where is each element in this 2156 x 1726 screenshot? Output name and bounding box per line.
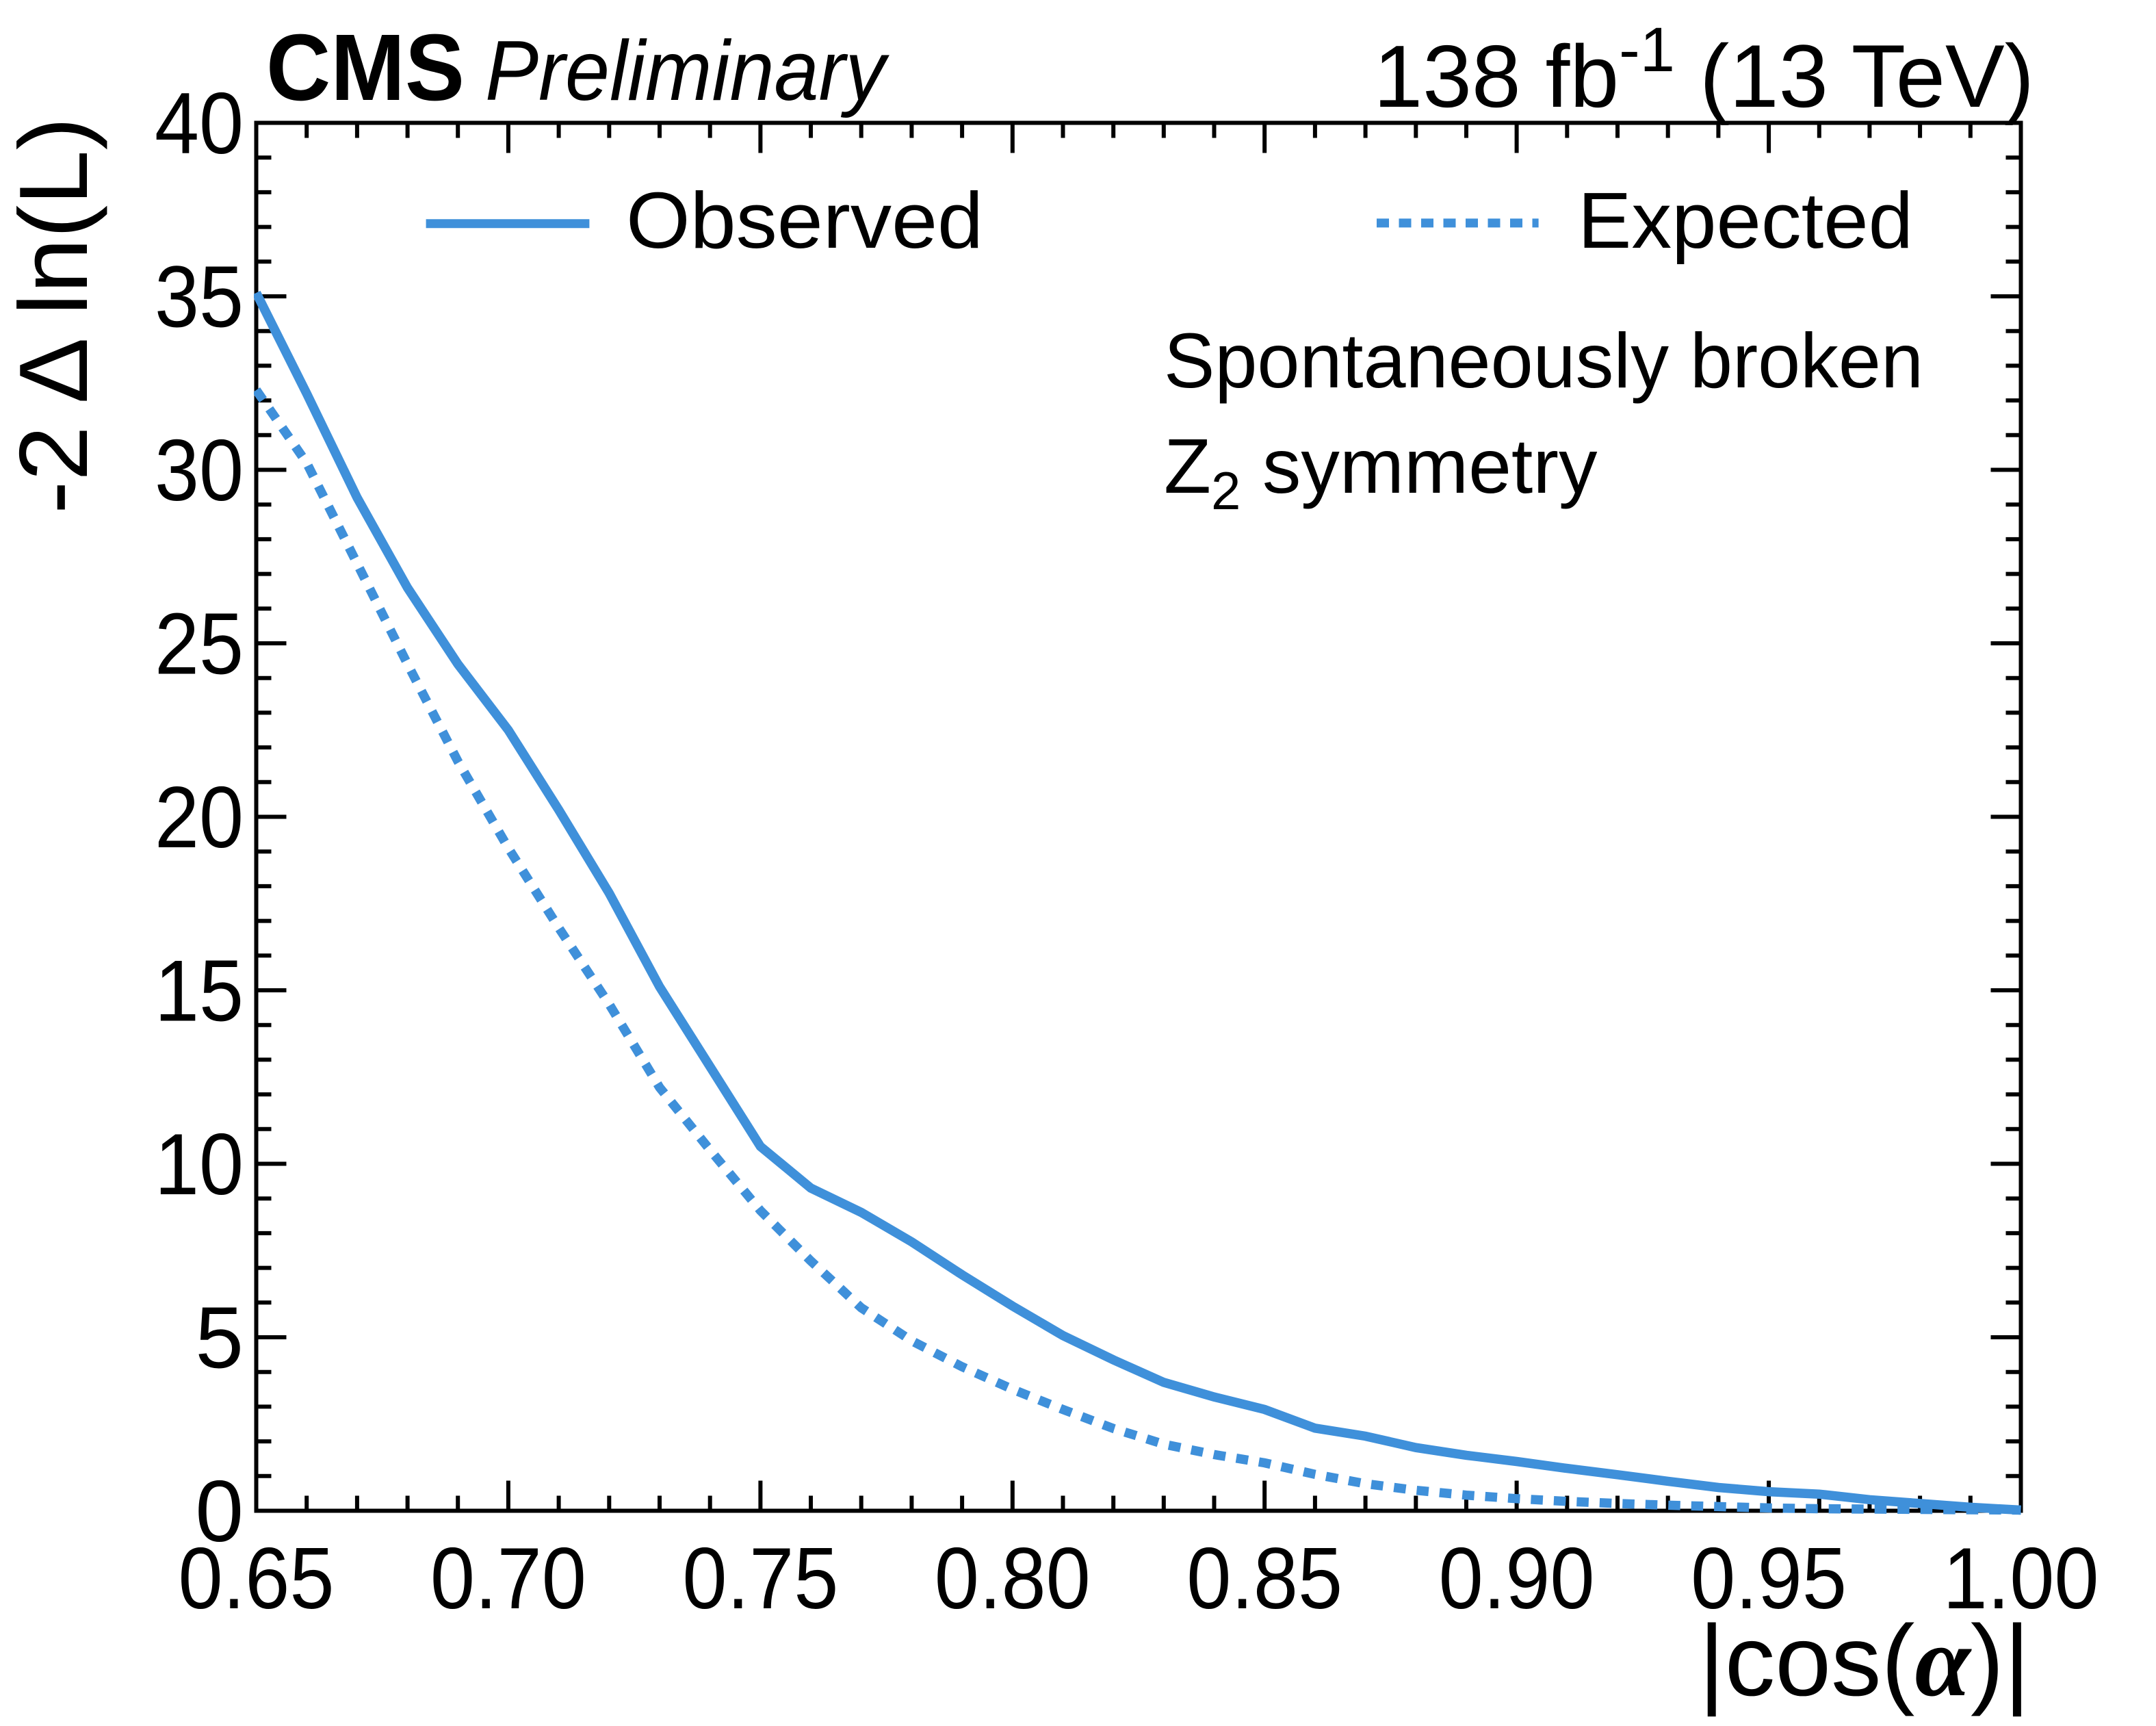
svg-text:0.80: 0.80 [935, 1530, 1091, 1627]
svg-text:Spontaneously broken: Spontaneously broken [1164, 318, 1923, 404]
svg-text:10: 10 [155, 1116, 244, 1213]
svg-text:Preliminary: Preliminary [485, 24, 890, 118]
svg-text:Expected: Expected [1578, 176, 1913, 265]
svg-text:15: 15 [155, 942, 244, 1040]
svg-text:0.90: 0.90 [1439, 1530, 1595, 1627]
svg-text:138 fb-1 (13 TeV): 138 fb-1 (13 TeV) [1373, 15, 2034, 126]
svg-text:5: 5 [195, 1289, 244, 1387]
svg-text:0.85: 0.85 [1186, 1530, 1342, 1627]
svg-text:1.00: 1.00 [1943, 1530, 2099, 1627]
svg-text:30: 30 [155, 422, 244, 519]
svg-text:20: 20 [155, 769, 244, 866]
svg-text:0.65: 0.65 [179, 1530, 335, 1627]
svg-text:0: 0 [195, 1463, 244, 1560]
svg-text:35: 35 [155, 248, 244, 346]
svg-text:25: 25 [155, 595, 244, 693]
svg-text:0.75: 0.75 [682, 1530, 838, 1627]
svg-text:-2 Δ ln(L): -2 Δ ln(L) [0, 117, 108, 514]
svg-text:0.70: 0.70 [430, 1530, 586, 1627]
svg-text:0.95: 0.95 [1691, 1530, 1847, 1627]
svg-text:Observed: Observed [626, 176, 983, 265]
svg-text:CMS: CMS [266, 15, 465, 120]
svg-text:40: 40 [155, 75, 244, 172]
svg-text:|cos(α)|: |cos(α)| [1699, 1605, 2030, 1717]
